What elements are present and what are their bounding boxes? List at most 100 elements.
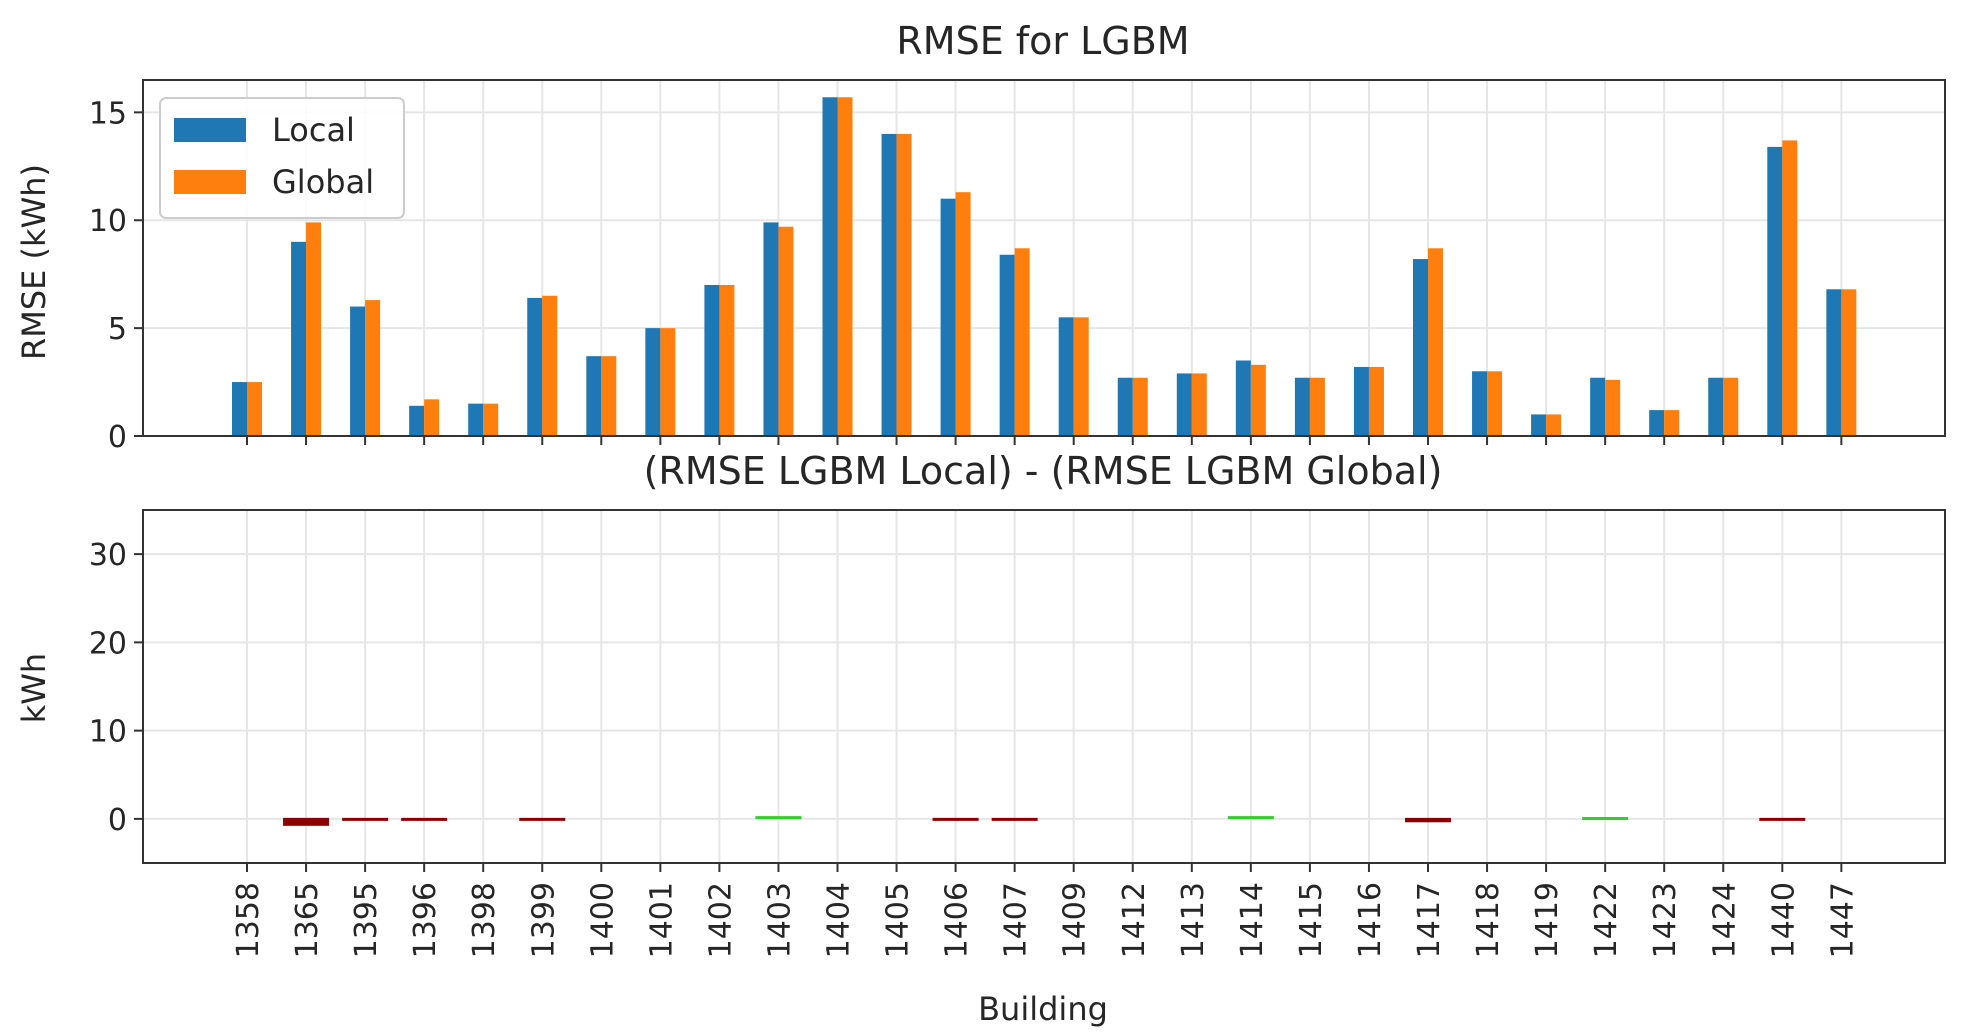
legend-label-local: Local [272,111,355,149]
bar-global-1447 [1841,289,1857,436]
bar-local-1404 [822,97,838,436]
x-tick-label-1358: 1358 [231,882,266,958]
diff-bar-1403 [755,816,802,820]
x-tick-label-1418: 1418 [1471,882,1506,958]
chart2-grid [143,510,1945,863]
bar-global-1423 [1664,410,1680,436]
x-tick-label-1396: 1396 [408,882,443,958]
bar-global-1400 [601,356,617,436]
bar-global-1413 [1191,373,1207,436]
chart2-xlabel: Building [978,990,1108,1028]
x-tick-label-1406: 1406 [940,882,975,958]
x-tick-label-1402: 1402 [703,882,738,958]
x-tick-label-1414: 1414 [1235,882,1270,958]
x-tick-label-1398: 1398 [467,882,502,958]
chart2-ytick-label: 10 [89,715,127,750]
bar-global-1415 [1309,377,1325,436]
x-tick-label-1440: 1440 [1766,882,1801,958]
bar-local-1400 [586,356,602,436]
chart1-ylabel: RMSE (kWh) [15,164,53,360]
diff-bar-1399 [519,817,566,821]
bar-local-1402 [704,284,720,436]
rmse-bar-chart: RMSE for LGBM RMSE (kWh) 0 5 10 15 Local Gl… [15,19,1946,455]
x-tick-label-1412: 1412 [1117,882,1152,958]
bar-global-1422 [1605,379,1621,436]
x-tick-label-1447: 1447 [1825,882,1860,958]
chart2-x-ticks: 1358 1365 1395 1396 1398 1399 1400 1401 1402 1403… [231,863,1860,958]
bar-local-1418 [1472,371,1488,436]
bar-global-1414 [1250,364,1266,436]
chart1-ytick-label: 10 [89,204,127,239]
bar-local-1407 [999,254,1015,436]
bar-local-1396 [409,405,425,436]
x-tick-label-1415: 1415 [1294,882,1329,958]
x-tick-label-1417: 1417 [1412,882,1447,958]
x-tick-label-1423: 1423 [1648,882,1683,958]
bar-global-1403 [778,226,794,436]
bar-local-1401 [645,328,661,436]
x-tick-label-1400: 1400 [585,882,620,958]
legend-swatch-global [174,170,246,194]
x-tick-label-1407: 1407 [999,882,1034,958]
bar-global-1407 [1014,248,1030,436]
bar-local-1403 [763,222,779,436]
diff-bar-1407 [991,817,1038,821]
bar-global-1396 [424,399,440,436]
x-tick-label-1399: 1399 [526,882,561,958]
chart1-ytick-label: 5 [108,312,127,347]
x-tick-label-1404: 1404 [822,882,857,958]
bar-local-1398 [468,403,484,436]
bar-local-1399 [527,297,543,436]
chart1-title: RMSE for LGBM [896,19,1189,63]
bar-global-1399 [542,295,558,436]
bar-local-1413 [1176,373,1192,436]
bar-local-1419 [1531,414,1547,436]
bar-local-1414 [1235,360,1251,436]
chart1-bars [232,97,1857,437]
chart2-bars [283,816,1806,826]
bar-local-1447 [1826,289,1842,436]
bar-global-1365 [306,222,322,436]
x-tick-label-1419: 1419 [1530,882,1565,958]
diff-bar-1417 [1405,817,1451,823]
chart1-ytick-label: 15 [89,96,127,131]
chart2-frame [142,509,1946,864]
chart1-x-ticks [246,436,1843,445]
x-tick-label-1403: 1403 [762,882,797,958]
x-tick-label-1395: 1395 [349,882,384,958]
x-tick-label-1422: 1422 [1589,882,1624,958]
chart1-frame [142,79,1946,437]
bar-local-1412 [1117,377,1133,436]
bar-global-1406 [955,192,971,436]
chart1-ytick-label: 0 [108,420,127,455]
x-tick-label-1424: 1424 [1707,882,1742,958]
x-tick-label-1365: 1365 [290,882,325,958]
bar-local-1358 [232,382,247,436]
bar-local-1424 [1708,377,1724,436]
diff-bar-1396 [401,817,448,821]
bar-global-1416 [1368,366,1384,436]
bar-global-1358 [247,382,262,436]
bar-global-1419 [1546,414,1562,436]
chart1-grid [143,80,1945,437]
bar-global-1417 [1428,248,1443,436]
chart2-y-ticks: 0 10 20 30 [89,538,143,838]
bar-global-1404 [837,97,853,436]
bar-global-1418 [1487,371,1503,436]
diff-bar-1406 [932,817,979,821]
bar-local-1395 [350,306,366,436]
x-tick-label-1416: 1416 [1353,882,1388,958]
legend: Local Global [159,97,405,219]
diff-bar-1440 [1759,817,1806,821]
bar-local-1422 [1590,377,1606,436]
x-tick-label-1409: 1409 [1058,882,1093,958]
diff-bar-1414 [1227,816,1274,820]
bar-global-1405 [896,133,912,436]
bar-local-1405 [881,133,897,436]
chart2-ylabel: kWh [15,653,53,723]
chart2-ytick-label: 20 [89,626,127,661]
bar-local-1440 [1767,146,1783,437]
diff-bar-1422 [1582,816,1629,820]
diff-bar-1365 [283,817,330,826]
